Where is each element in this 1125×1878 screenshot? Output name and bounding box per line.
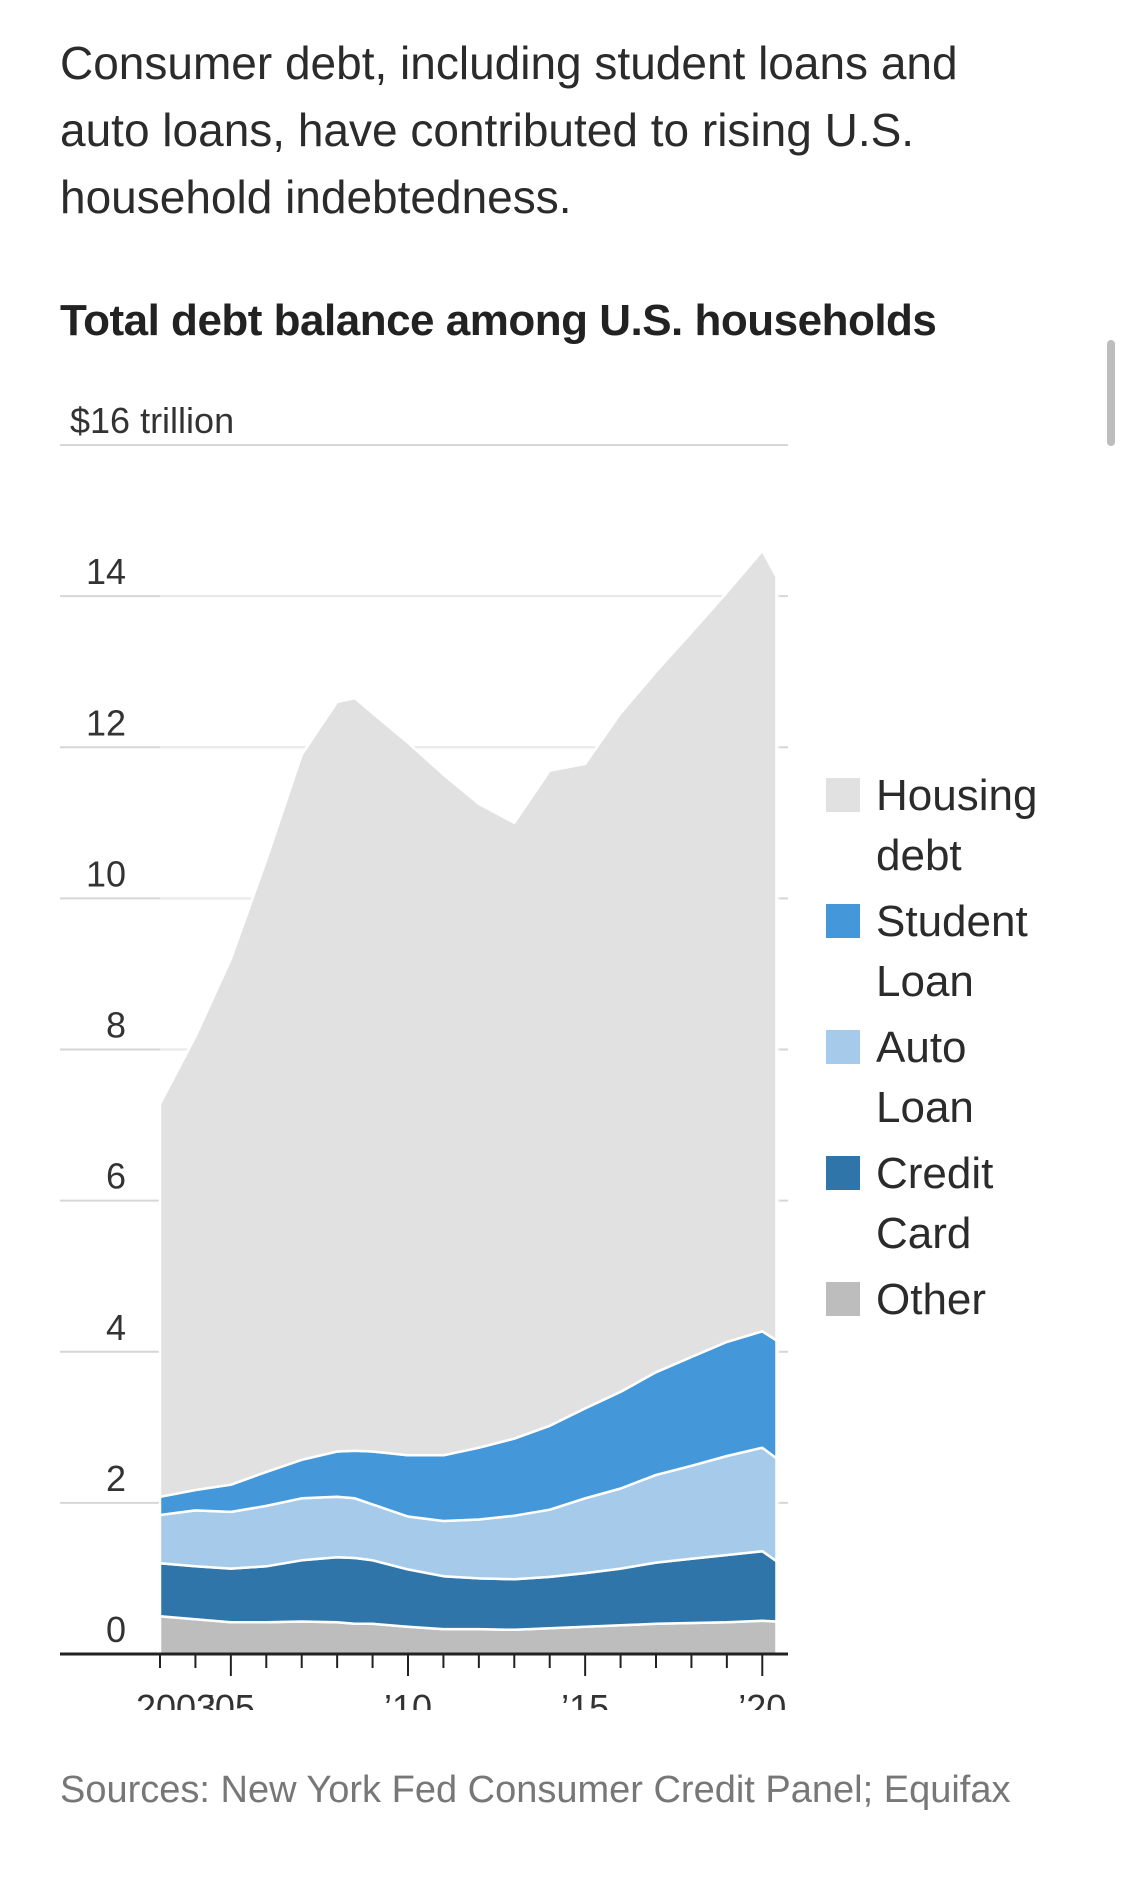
y-tick-label-12: 12 [86, 702, 126, 743]
chart-title: Total debt balance among U.S. households [60, 296, 937, 345]
y-axis-unit-label: $16 trillion [70, 400, 234, 441]
axes [60, 1652, 788, 1676]
legend-label: Student Loan [876, 897, 1028, 1006]
y-tick-label-14: 14 [86, 551, 126, 592]
intro-text: Consumer debt, including student loans a… [60, 37, 958, 223]
y-tick-label-10: 10 [86, 853, 126, 894]
x-tick-label-2003: 2003 [136, 1687, 216, 1710]
x-tick-label-2010: ’10 [384, 1687, 432, 1710]
legend-swatch [826, 1030, 860, 1064]
chart-legend: Housing debt Student Loan Auto Loan Credit … [826, 766, 1086, 1336]
legend-swatch [826, 1282, 860, 1316]
legend-label: Other [876, 1275, 987, 1324]
series-areas [158, 549, 778, 1656]
legend-item-housing-debt: Housing debt [826, 766, 1086, 886]
scrollbar-thumb[interactable] [1107, 340, 1115, 446]
legend-swatch [826, 904, 860, 938]
legend-label: Housing debt [876, 771, 1038, 880]
legend-swatch [826, 778, 860, 812]
y-tick-label-0: 0 [106, 1609, 126, 1650]
legend-label: Credit Card [876, 1149, 994, 1258]
legend-swatch [826, 1156, 860, 1190]
debt-area-chart: $16 trillion 0 2 4 6 8 10 12 14 2003’05 ’10 ’15 ’20 [60, 400, 788, 1710]
area-housing-debt [158, 549, 778, 1499]
y-tick-label-2: 2 [106, 1458, 126, 1499]
tick-labels: $16 trillion 0 2 4 6 8 10 12 14 2003’05 ’10 ’15 ’20 [70, 400, 786, 1710]
legend-item-auto-loan: Auto Loan [826, 1018, 1086, 1138]
x-tick-label-2020: ’20 [738, 1687, 786, 1710]
y-tick-label-6: 6 [106, 1156, 126, 1197]
y-tick-label-8: 8 [106, 1005, 126, 1046]
source-note: Sources: New York Fed Consumer Credit Pa… [60, 1769, 1011, 1811]
legend-item-other: Other [826, 1270, 1086, 1330]
legend-label: Auto Loan [876, 1023, 974, 1132]
x-tick-label-2015: ’15 [561, 1687, 609, 1710]
y-tick-label-4: 4 [106, 1307, 126, 1348]
legend-item-credit-card: Credit Card [826, 1144, 1086, 1264]
x-tick-label-2005: ’05 [207, 1687, 255, 1710]
legend-item-student-loan: Student Loan [826, 892, 1086, 1012]
